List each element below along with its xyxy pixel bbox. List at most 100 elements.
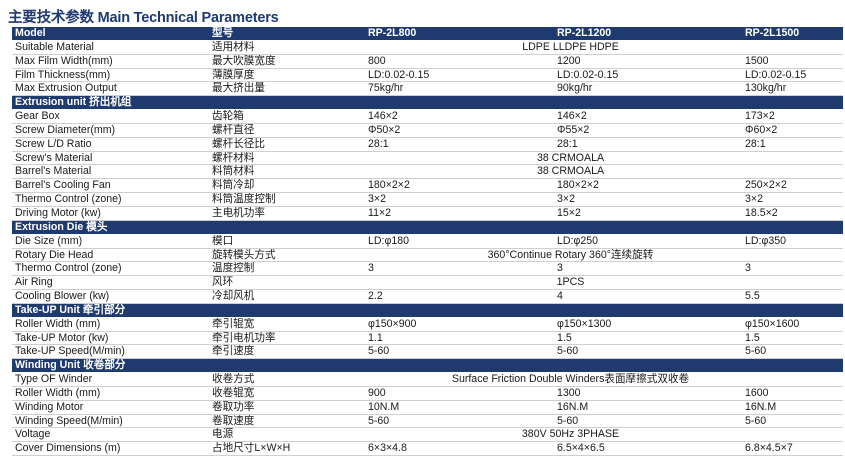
table-row: Winding Speed(M/min) 卷取速度 5-60 5-60 5-60 bbox=[12, 415, 843, 429]
model-value: LD:φ180 bbox=[368, 234, 410, 247]
parameter-name-cn: 适用材料 bbox=[212, 40, 255, 53]
table-row: Air Ring 风环 1PCS bbox=[12, 276, 843, 291]
table-row: Take-UP Speed(M/min) 牵引速度 5-60 5-60 5-60 bbox=[12, 345, 843, 360]
parameter-name-cn: 卷取速度 bbox=[212, 414, 255, 427]
model-value: LD:0.02-0.15 bbox=[557, 68, 619, 81]
parameter-name-en: Type OF Winder bbox=[15, 373, 93, 386]
parameter-name-en: Screw L/D Ratio bbox=[15, 137, 92, 150]
table-row: Max Film Width(mm) 最大吹膜宽度 800 1200 1500 bbox=[12, 55, 843, 69]
header-cell: RP-2L800 bbox=[368, 27, 417, 39]
parameter-name-cn: 旋转模头方式 bbox=[212, 248, 276, 261]
parameter-name-en: Cooling Blower (kw) bbox=[15, 290, 110, 303]
merged-value: 38 CRMOALA bbox=[536, 165, 605, 178]
parameter-name-cn: 风环 bbox=[212, 276, 234, 289]
table-row: Suitable Material 适用材料 LDPE LLDPE HDPE bbox=[12, 41, 843, 55]
table-row: Screw Diameter(mm) 螺杆直径 Φ50×2 Φ55×2 Φ60×2 bbox=[12, 124, 843, 138]
model-value: 18.5×2 bbox=[745, 206, 778, 219]
merged-value: Surface Friction Double Winders表面摩擦式双收卷 bbox=[451, 373, 690, 386]
parameter-name-cn: 收卷方式 bbox=[212, 373, 255, 386]
parameter-name-en: Air Ring bbox=[15, 276, 53, 289]
table-row: Film Thickness(mm) 薄膜厚度 LD:0.02-0.15 LD:0.0… bbox=[12, 69, 843, 83]
parameter-name-en: Screw Diameter(mm) bbox=[15, 123, 116, 136]
model-value: 3 bbox=[745, 262, 751, 275]
model-value: 75kg/hr bbox=[368, 82, 404, 95]
model-value: 4 bbox=[557, 290, 563, 303]
model-value: 10N.M bbox=[368, 400, 400, 413]
merged-value: 38 CRMOALA bbox=[536, 151, 605, 164]
model-value: 2.2 bbox=[368, 290, 383, 303]
section-header: Extrusion Die 模头 bbox=[12, 220, 843, 235]
model-value: 6×3×4.8 bbox=[368, 442, 407, 455]
model-value: LD:0.02-0.15 bbox=[368, 68, 430, 81]
model-value: 1300 bbox=[557, 386, 581, 399]
header-cell: Model bbox=[15, 27, 46, 39]
table-row: Barrel's Material 料筒材料 38 CRMOALA bbox=[12, 165, 843, 180]
section-title: Winding Unit 收卷部分 bbox=[15, 359, 126, 372]
model-value: LD:0.02-0.15 bbox=[745, 68, 807, 81]
parameter-name-en: Winding Speed(M/min) bbox=[15, 414, 123, 427]
table-row: Cooling Blower (kw) 冷却风机 2.2 4 5.5 bbox=[12, 290, 843, 304]
table-row: Screw's Material 螺杆材料 38 CRMOALA bbox=[12, 152, 843, 166]
parameter-name-en: Roller Width (mm) bbox=[15, 386, 101, 399]
model-value: 5-60 bbox=[745, 345, 767, 358]
parameter-name-cn: 电源 bbox=[212, 428, 234, 441]
parameter-name-en: Take-UP Speed(M/min) bbox=[15, 345, 125, 358]
model-value: 11×2 bbox=[368, 206, 392, 219]
merged-value: 1PCS bbox=[556, 276, 585, 289]
section-header: Winding Unit 收卷部分 bbox=[12, 359, 843, 374]
model-value: 16N.M bbox=[745, 400, 777, 413]
section-header: Extrusion unit 挤出机组 bbox=[12, 96, 843, 111]
model-value: 6.8×4.5×7 bbox=[745, 442, 793, 455]
model-value: 3×2 bbox=[557, 193, 575, 206]
model-value: 1500 bbox=[745, 54, 769, 67]
model-value: 1.5 bbox=[745, 331, 760, 344]
parameter-name-en: Barrel's Cooling Fan bbox=[15, 179, 111, 192]
parameter-name-cn: 螺杆材料 bbox=[212, 151, 255, 164]
model-value: 1.1 bbox=[368, 331, 383, 344]
parameter-name-cn: 最大吹膜宽度 bbox=[212, 54, 276, 67]
parameter-name-cn: 主电机功率 bbox=[212, 206, 265, 219]
parameter-name-cn: 螺杆直径 bbox=[212, 123, 255, 136]
table-row: Thermo Control (zone) 料筒温度控制 3×2 3×2 3×2 bbox=[12, 193, 843, 207]
table-row: Rotary Die Head 旋转模头方式 360°Continue Rotary… bbox=[12, 249, 843, 263]
model-value: LD:φ350 bbox=[745, 234, 787, 247]
table-row: Roller Width (mm) 收卷辊宽 900 1300 1600 bbox=[12, 387, 843, 401]
parameter-name-en: Driving Motor (kw) bbox=[15, 206, 101, 219]
parameter-name-en: Suitable Material bbox=[15, 40, 94, 53]
parameter-name-cn: 占地尺寸L×W×H bbox=[212, 442, 291, 455]
parameter-name-en: Thermo Control (zone) bbox=[15, 193, 122, 206]
model-value: φ150×1600 bbox=[745, 317, 800, 330]
model-value: 250×2×2 bbox=[745, 179, 787, 192]
parameter-name-cn: 温度控制 bbox=[212, 262, 255, 275]
model-value: 15×2 bbox=[557, 206, 581, 219]
table-row: Screw L/D Ratio 螺杆长径比 28:1 28:1 28:1 bbox=[12, 138, 843, 152]
section-header: Take-UP Unit 牵引部分 bbox=[12, 303, 843, 318]
parameter-name-en: Rotary Die Head bbox=[15, 248, 94, 261]
parameter-name-cn: 牵引辊宽 bbox=[212, 317, 255, 330]
parameter-name-en: Gear Box bbox=[15, 110, 60, 123]
parameter-name-cn: 料筒材料 bbox=[212, 165, 255, 178]
parameter-name-cn: 齿轮箱 bbox=[212, 110, 244, 123]
parameter-name-cn: 牵引电机功率 bbox=[212, 331, 276, 344]
parameters-table: Model 型号 RP-2L800 RP-2L1200 RP-2L1500 Suitabl… bbox=[12, 27, 843, 457]
table-row: Max Extrusion Output 最大挤出量 75kg/hr 90kg/hr 1… bbox=[12, 82, 843, 97]
model-value: 3×2 bbox=[368, 193, 386, 206]
table-row: Driving Motor (kw) 主电机功率 11×2 15×2 18.5×2 bbox=[12, 207, 843, 221]
model-value: φ150×1300 bbox=[557, 317, 612, 330]
section-title: Take-UP Unit 牵引部分 bbox=[15, 303, 126, 316]
model-value: φ150×900 bbox=[368, 317, 417, 330]
model-value: 800 bbox=[368, 54, 386, 67]
parameter-name-cn: 螺杆长径比 bbox=[212, 137, 265, 150]
table-row: Voltage 电源 380V 50Hz 3PHASE bbox=[12, 428, 843, 443]
merged-value: 380V 50Hz 3PHASE bbox=[521, 428, 620, 441]
model-value: 146×2 bbox=[368, 110, 398, 123]
model-value: 180×2×2 bbox=[557, 179, 599, 192]
model-value: 1.5 bbox=[557, 331, 572, 344]
model-value: 5.5 bbox=[745, 290, 760, 303]
model-value: LD:φ250 bbox=[557, 234, 599, 247]
parameter-name-cn: 最大挤出量 bbox=[212, 82, 265, 95]
model-value: 28:1 bbox=[557, 137, 578, 150]
table-row: Die Size (mm) 模口 LD:φ180 LD:φ250 LD:φ350 bbox=[12, 235, 843, 249]
parameter-name-en: Max Extrusion Output bbox=[15, 82, 117, 95]
parameter-name-en: Thermo Control (zone) bbox=[15, 262, 122, 275]
